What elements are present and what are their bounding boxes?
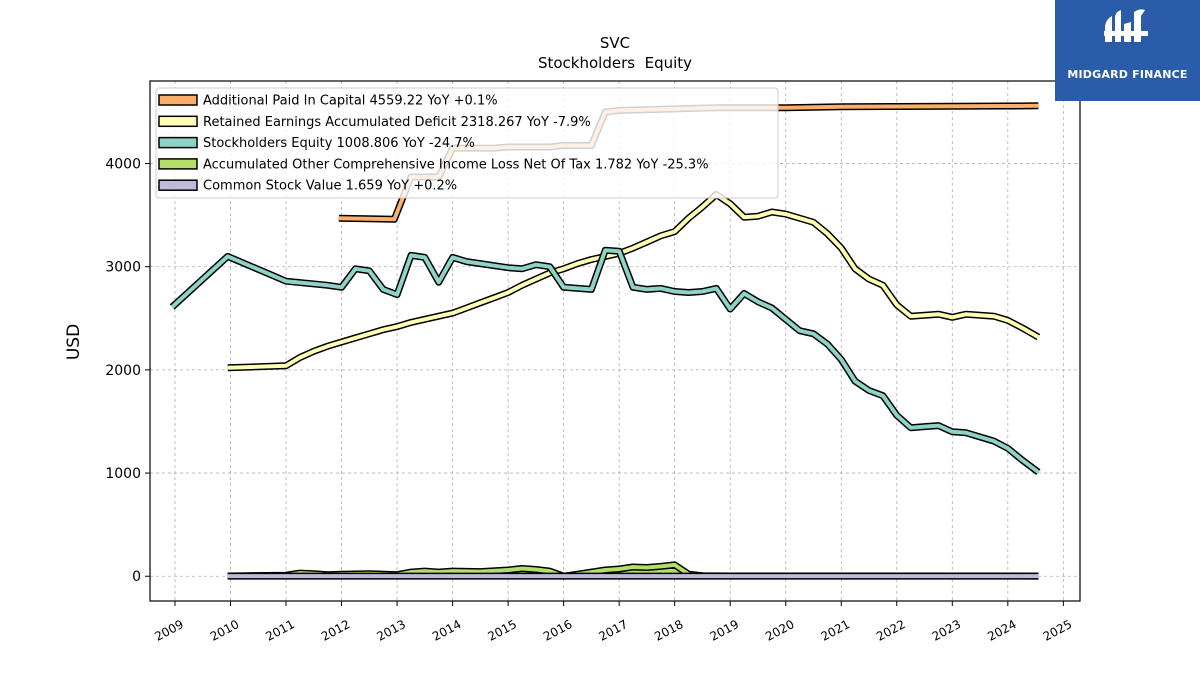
series-retained-earnings-accumulated-deficit (227, 191, 1041, 372)
legend: Additional Paid In Capital 4559.22 YoY +… (155, 87, 779, 199)
legend-item: Common Stock Value 1.659 YoY +0.2% (158, 179, 457, 194)
x-tick-label: 2011 (263, 617, 297, 644)
midgard-logo-icon (1104, 9, 1148, 43)
y-tick-label: 0 (132, 569, 141, 585)
legend-swatch (158, 115, 198, 128)
plot-frame (149, 80, 1081, 602)
legend-item: Accumulated Other Comprehensive Income L… (158, 157, 709, 172)
legend-label: Additional Paid In Capital 4559.22 YoY +… (203, 94, 498, 109)
legend-swatch (158, 179, 198, 191)
x-tick-label: 2018 (652, 617, 686, 644)
y-tick-label: 1000 (105, 466, 141, 482)
legend-label: Retained Earnings Accumulated Deficit 23… (203, 115, 591, 130)
legend-label: Stockholders Equity 1008.806 YoY -24.7% (203, 136, 475, 151)
series-line (170, 248, 1040, 474)
y-tick-label: 4000 (105, 157, 141, 173)
y-tick-label: 3000 (105, 260, 141, 276)
chart-title: SVC (600, 34, 630, 52)
y-tick-label: 2000 (105, 363, 141, 379)
legend-item: Additional Paid In Capital 4559.22 YoY +… (158, 94, 498, 109)
x-tick-label: 2015 (485, 617, 519, 644)
brand-logo: MIDGARD FINANCE (1055, 0, 1200, 101)
x-tick-label: 2013 (374, 617, 408, 644)
x-tick-label: 2021 (819, 617, 853, 644)
legend-item: Retained Earnings Accumulated Deficit 23… (158, 115, 591, 130)
x-tick-label: 2020 (763, 617, 797, 644)
x-tick-label: 2014 (430, 617, 464, 644)
legend-label: Accumulated Other Comprehensive Income L… (203, 157, 709, 172)
x-tick-label: 2010 (208, 617, 242, 644)
y-axis-ticks: 0 1000 2000 3000 4000 (105, 157, 150, 585)
x-tick-label: 2012 (319, 617, 353, 644)
x-tick-label: 2019 (708, 617, 742, 644)
x-tick-label: 2024 (985, 617, 1019, 644)
series-line (227, 192, 1040, 370)
x-tick-label: 2016 (541, 617, 575, 644)
legend-label: Common Stock Value 1.659 YoY +0.2% (203, 179, 457, 194)
chart-subtitle: Stockholders Equity (538, 54, 692, 72)
x-tick-label: 2017 (597, 617, 631, 644)
legend-swatch (158, 94, 198, 106)
y-axis-label: USD (64, 324, 84, 360)
legend-swatch (158, 136, 198, 149)
x-axis-ticks: 2009 2010 2011 2012 2013 2014 2015 2016 2017 2018… (152, 601, 1074, 644)
legend-box (155, 87, 779, 199)
series-stockholders-equity (169, 246, 1041, 476)
x-tick-label: 2025 (1041, 617, 1075, 644)
x-tick-label: 2022 (874, 617, 908, 644)
brand-name: MIDGARD FINANCE (1067, 68, 1188, 81)
x-tick-label: 2009 (152, 617, 186, 644)
x-tick-label: 2023 (930, 617, 964, 644)
legend-swatch (158, 158, 198, 170)
legend-item: Stockholders Equity 1008.806 YoY -24.7% (158, 136, 475, 151)
